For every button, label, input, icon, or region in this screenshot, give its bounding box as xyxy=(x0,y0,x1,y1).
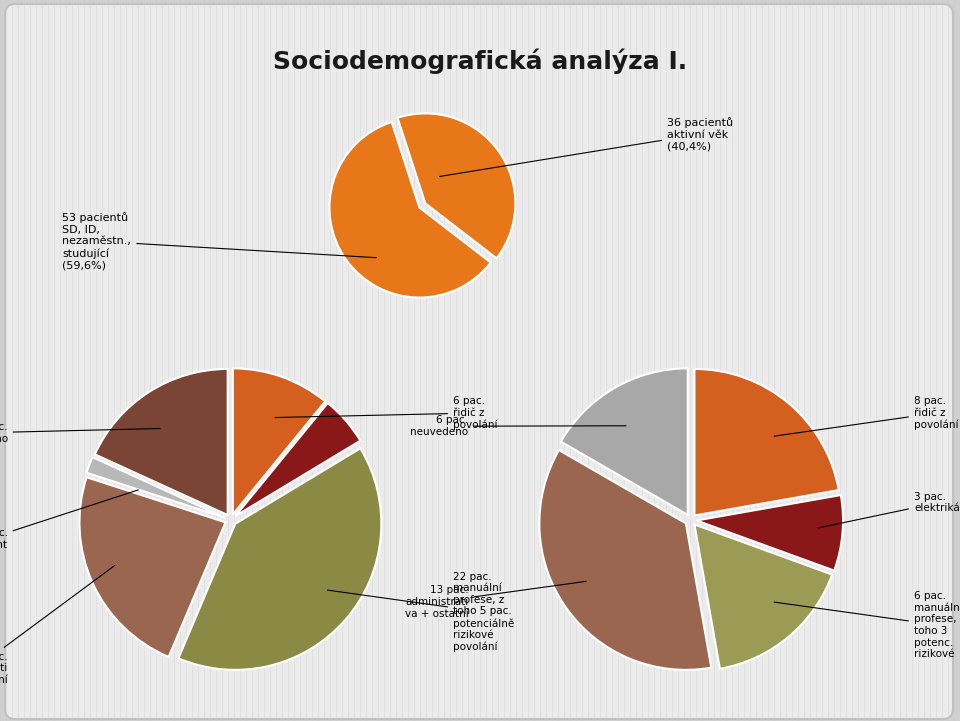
Wedge shape xyxy=(235,403,360,516)
Text: 13 pac.
administrati
va + ostatní: 13 pac. administrati va + ostatní xyxy=(405,581,587,619)
Text: 1 pac.
student: 1 pac. student xyxy=(0,490,138,550)
Text: 36 pacientů
aktivní věk
(40,4%): 36 pacientů aktivní věk (40,4%) xyxy=(440,117,733,177)
Wedge shape xyxy=(540,450,711,670)
Text: 8 pac.
řidič z
povolání: 8 pac. řidič z povolání xyxy=(774,396,958,436)
Text: 6 pac.
řidič z
povolání: 6 pac. řidič z povolání xyxy=(276,396,497,430)
Text: 53 pacientů
SD, ID,
nezaměstn.,
studující
(59,6%): 53 pacientů SD, ID, nezaměstn., studujíc… xyxy=(62,212,376,270)
Text: 6 pac.
neuvedeno: 6 pac. neuvedeno xyxy=(410,415,626,437)
Wedge shape xyxy=(694,369,839,516)
Text: 13 pac.
administrati
va + ostatní: 13 pac. administrati va + ostatní xyxy=(0,565,114,685)
Text: 10 pac.
neuvedeno: 10 pac. neuvedeno xyxy=(0,422,160,443)
Wedge shape xyxy=(329,122,491,298)
Text: Sociodemografická analýza I.: Sociodemografická analýza I. xyxy=(273,48,687,74)
Wedge shape xyxy=(694,524,832,669)
Wedge shape xyxy=(561,368,687,515)
Text: 22 pac.
manuální
profese, z
toho 5 pac.
potenciálně
rizikové
povolání: 22 pac. manuální profese, z toho 5 pac. … xyxy=(327,572,515,653)
Text: 6 pac.
manuální
profese, z
toho 3
potenc.
rizikové: 6 pac. manuální profese, z toho 3 potenc… xyxy=(774,591,960,659)
Wedge shape xyxy=(86,457,226,518)
Wedge shape xyxy=(80,477,226,657)
Text: 3 pac.
elektrikář: 3 pac. elektrikář xyxy=(818,492,960,528)
Wedge shape xyxy=(397,113,516,258)
Wedge shape xyxy=(697,495,843,570)
Wedge shape xyxy=(95,369,228,515)
Wedge shape xyxy=(233,368,325,515)
FancyBboxPatch shape xyxy=(5,4,953,719)
Wedge shape xyxy=(179,448,381,670)
